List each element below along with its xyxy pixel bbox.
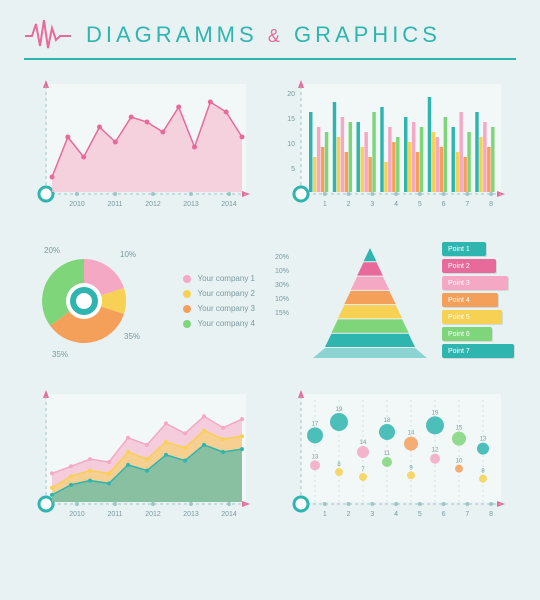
pie-percent-label: 10% [120, 250, 136, 259]
header: DIAGRAMMS & GRAPHICS [24, 18, 516, 52]
svg-text:4: 4 [394, 201, 398, 208]
pyramid-bars: Point 1 Point 2 Point 3 Point 4 Point 5 Point… [442, 242, 514, 358]
header-divider [24, 58, 516, 60]
svg-text:18: 18 [384, 418, 391, 424]
pie-percent-label: 35% [52, 350, 68, 359]
svg-text:17: 17 [312, 421, 319, 427]
legend-item: Your company 3 [183, 304, 255, 313]
svg-text:5: 5 [418, 511, 422, 518]
legend-item: Your company 2 [183, 289, 255, 298]
pyramid-bar: Point 6 [442, 327, 492, 341]
svg-text:1: 1 [323, 201, 327, 208]
svg-text:13: 13 [312, 454, 319, 460]
svg-text:2013: 2013 [183, 511, 199, 518]
svg-text:2014: 2014 [221, 201, 237, 208]
svg-text:2012: 2012 [145, 201, 161, 208]
pyramid-pct: 30% [275, 282, 289, 289]
svg-text:1: 1 [323, 511, 327, 518]
pyramid-pct: 10% [275, 268, 289, 275]
svg-text:7: 7 [465, 201, 469, 208]
pyramid-chart: 20%10%30%10%15% Point 1Point 2Point 3Poi… [279, 236, 516, 366]
svg-text:14: 14 [360, 440, 367, 446]
svg-text:5: 5 [418, 201, 422, 208]
chart-grid: 20102011201220132014 123456785101520 You… [24, 76, 516, 526]
bar-chart: 1 2 3 4 5 6 7 8 5 10 15 20 [279, 76, 516, 216]
svg-text:10: 10 [456, 459, 463, 465]
pyramid-bar: Point 4 [442, 293, 498, 307]
area-chart: 2010 2011 2012 2013 2014 [24, 386, 261, 526]
svg-text:6: 6 [442, 511, 446, 518]
pyramid-percentages: 20% 10% 30% 10% 15% [275, 254, 289, 317]
svg-text:8: 8 [489, 201, 493, 208]
title-word-b: GRAPHICS [294, 22, 441, 47]
svg-text:2011: 2011 [107, 511, 122, 518]
svg-text:3: 3 [370, 201, 374, 208]
svg-text:2: 2 [347, 511, 351, 518]
pyramid-pct: 10% [275, 296, 289, 303]
svg-text:19: 19 [432, 410, 439, 416]
svg-text:2: 2 [347, 201, 351, 208]
pie-legend: Your company 1 Your company 2 Your company… [183, 274, 255, 328]
pyramid-bar: Point 7 [442, 344, 514, 358]
svg-text:2012: 2012 [145, 511, 161, 518]
title-word-a: DIAGRAMMS [86, 22, 258, 47]
svg-text:3: 3 [370, 511, 374, 518]
page-title: DIAGRAMMS & GRAPHICS [86, 22, 441, 48]
svg-text:6: 6 [442, 201, 446, 208]
svg-text:8: 8 [489, 511, 493, 518]
pulse-icon [24, 18, 72, 52]
pyramid-pct: 15% [275, 310, 289, 317]
pyramid-bar: Point 1 [442, 242, 486, 256]
line-chart: 2010 2011 2012 2013 2014 [24, 76, 261, 216]
svg-text:2014: 2014 [221, 511, 237, 518]
svg-text:15: 15 [456, 426, 463, 432]
legend-item: Your company 4 [183, 319, 255, 328]
svg-text:2013: 2013 [183, 201, 199, 208]
pie-percent-label: 35% [124, 332, 140, 341]
svg-text:2010: 2010 [69, 201, 85, 208]
bubble-chart: 123456781317819147181114919121510138 [279, 386, 516, 526]
svg-text:4: 4 [394, 511, 398, 518]
svg-text:2010: 2010 [69, 511, 85, 518]
svg-text:11: 11 [384, 451, 391, 457]
ampersand: & [268, 26, 284, 46]
svg-text:7: 7 [465, 511, 469, 518]
pyramid-bar: Point 5 [442, 310, 502, 324]
pyramid-pct: 20% [275, 254, 289, 261]
legend-item: Your company 1 [183, 274, 255, 283]
pie-chart: Your company 1 Your company 2 Your company… [24, 236, 261, 366]
pyramid-bar: Point 3 [442, 276, 508, 290]
svg-text:19: 19 [336, 407, 343, 413]
svg-text:10: 10 [287, 141, 295, 148]
pie-percent-label: 20% [44, 246, 60, 255]
svg-text:15: 15 [287, 116, 295, 123]
pyramid-bar: Point 2 [442, 259, 496, 273]
svg-text:13: 13 [480, 437, 487, 443]
svg-text:20: 20 [287, 91, 295, 98]
svg-text:12: 12 [432, 448, 439, 454]
svg-text:14: 14 [408, 431, 415, 437]
svg-text:5: 5 [291, 166, 295, 173]
svg-text:2011: 2011 [107, 201, 122, 208]
